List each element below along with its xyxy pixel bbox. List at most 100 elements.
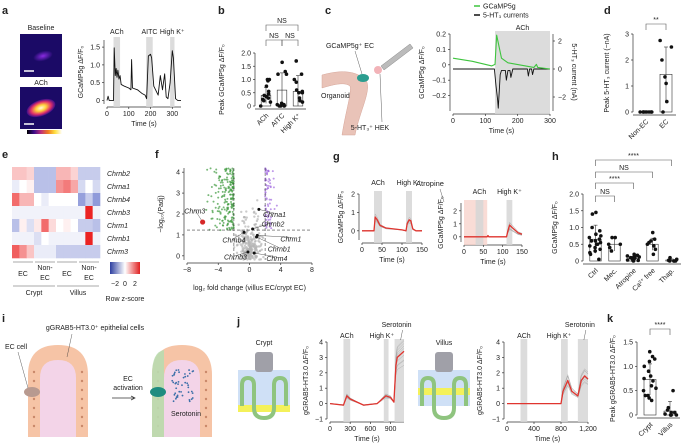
gene-pointer <box>258 209 275 214</box>
gene-point-down <box>218 175 221 178</box>
data-point <box>609 249 614 253</box>
gene-point-up <box>265 179 268 182</box>
serotonin-dot <box>181 394 184 397</box>
gene-point <box>253 215 256 218</box>
gene-point <box>250 238 253 241</box>
heatmap-cell <box>19 232 27 246</box>
stimulus-label: High K⁺ <box>497 189 522 196</box>
intensity-colorbar <box>27 130 62 134</box>
panel-label-i: i <box>2 313 5 325</box>
stimulus-label: ACh <box>473 189 487 196</box>
gene-point <box>252 245 256 248</box>
serotonin-dot <box>186 382 189 385</box>
x-axis-label: Time (s) <box>480 259 505 266</box>
gcamp-ec-cell <box>357 74 369 82</box>
significance-label: NS <box>277 18 287 25</box>
panel-label-g: g <box>333 151 340 163</box>
nucleus <box>204 424 208 428</box>
data-point <box>264 84 269 88</box>
gene-point <box>232 246 236 249</box>
gene-point <box>256 215 260 218</box>
data-point <box>299 72 304 76</box>
individual-trace <box>329 365 405 406</box>
heatmap-cell <box>63 167 71 181</box>
data-point <box>625 254 630 258</box>
data-point <box>638 110 642 114</box>
gene-point <box>257 235 261 239</box>
heatmap-cell <box>78 232 86 246</box>
gene-point-down <box>228 189 231 192</box>
heatmap-cell <box>78 193 86 207</box>
data-point <box>599 234 603 238</box>
serotonin-dot <box>187 386 190 389</box>
heatmap-cell <box>92 245 101 259</box>
cell-blob <box>33 50 53 62</box>
chart-a: 0 0.5 1.0 1.5 0 100 200 300 Time (s) GCaMP5g ΔF/F… <box>78 37 181 128</box>
gene-point-down <box>212 200 215 203</box>
data-point <box>647 359 652 364</box>
y-tick-label: 1.5 <box>569 208 579 215</box>
gene-point-down <box>231 173 234 176</box>
group-label: EC <box>18 271 28 278</box>
gene-point <box>251 207 254 210</box>
gene-label: Chrm1 <box>107 223 128 230</box>
stimulus-label: ACh <box>517 333 531 340</box>
arrow-label: activation <box>113 385 143 392</box>
data-point <box>610 235 614 240</box>
gene-pointer <box>254 252 277 258</box>
zscore-colorbar <box>110 262 140 274</box>
gene-point <box>258 249 262 253</box>
y-tick-label: 3 <box>319 355 323 362</box>
y-axis-label: Peak gGRAB5-HT3.0 ΔF/F₀ <box>610 335 617 422</box>
heatmap-cell <box>92 219 101 233</box>
y-tick-label: 0 <box>575 259 579 266</box>
serotonin-dot <box>184 373 186 375</box>
heatmap-cell <box>70 180 79 194</box>
nucleus <box>32 397 36 401</box>
gene-point-down <box>226 197 229 200</box>
crypt-villus-epithelium <box>240 375 288 421</box>
y-tick-label: 0 <box>453 234 457 241</box>
calcium-trace <box>106 47 181 101</box>
x-tick-label: 0 <box>328 426 332 433</box>
panel-label-b: b <box>218 5 225 17</box>
ec-cell-label: EC cell <box>5 344 28 351</box>
colorbar-tick: −2 <box>111 281 119 288</box>
x-tick-label: 0 <box>248 267 252 274</box>
gene-point <box>247 225 250 228</box>
nucleus <box>32 370 36 374</box>
panel-label-j: j <box>236 316 240 328</box>
individual-trace <box>329 339 405 406</box>
x-tick-label: 900 <box>385 426 397 433</box>
gene-point <box>245 248 248 252</box>
labeled-gene-label: Chrnb3 <box>224 255 247 262</box>
heatmap-cell <box>41 232 49 246</box>
y-tick-label: 0 <box>247 104 251 111</box>
data-point <box>262 93 266 98</box>
serotonin-dot <box>182 376 185 379</box>
gene-point-down <box>222 184 225 187</box>
stimulus-shade <box>475 200 484 245</box>
objective-icon <box>255 352 273 372</box>
pointer-line <box>354 50 363 75</box>
pointer-line <box>439 188 445 203</box>
data-point <box>647 349 652 354</box>
data-point <box>266 89 271 94</box>
serotonin-dot <box>191 392 194 395</box>
data-point <box>632 252 636 257</box>
chart-d: 0 1 2 3 Peak 5-HT₃ current (−nA) Non-EC EC ** <box>604 17 676 141</box>
x-axis-label: Time (s) <box>535 436 560 443</box>
gene-point <box>256 251 260 254</box>
serotonin-dot <box>172 381 175 384</box>
focal-plane <box>238 405 290 412</box>
gene-point-down <box>229 172 232 175</box>
data-point <box>593 249 597 253</box>
y-tick-label: 0 <box>442 62 446 69</box>
data-point <box>587 235 592 240</box>
gene-point <box>247 257 251 260</box>
serotonin-dot <box>187 384 190 387</box>
data-point <box>266 92 271 96</box>
panel-label-f: f <box>155 149 159 161</box>
data-point <box>280 60 284 65</box>
villus-lamina <box>40 360 76 437</box>
